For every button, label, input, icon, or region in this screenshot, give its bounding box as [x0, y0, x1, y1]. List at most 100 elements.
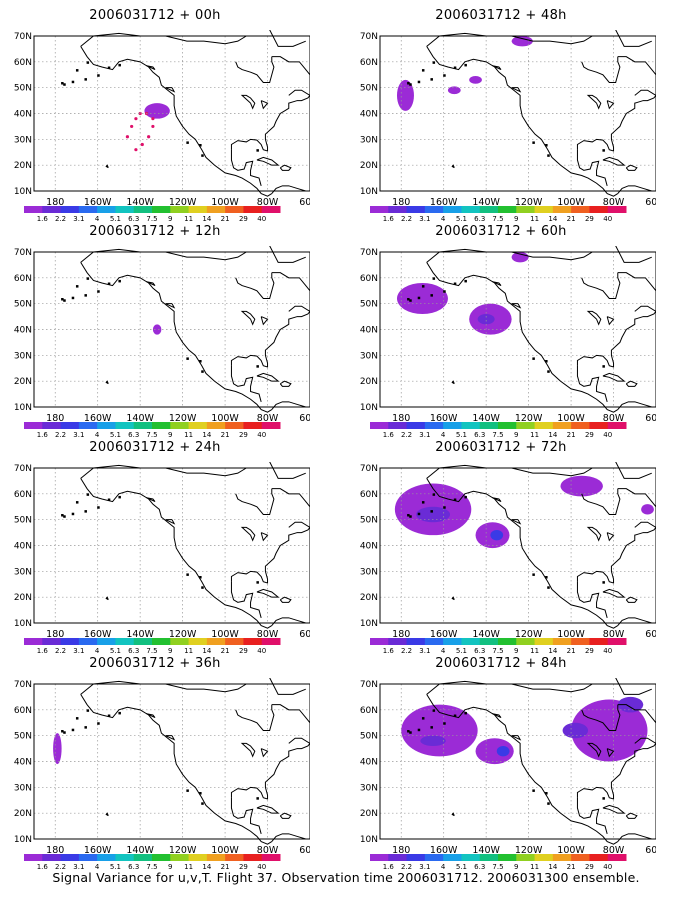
colorbar-swatch	[206, 206, 226, 213]
colorbar-swatch	[170, 854, 190, 861]
lon-label: 60W	[645, 629, 656, 640]
lon-label: 140W	[472, 197, 500, 208]
colorbar: 1.6 2.2 3.1 4 5.1 6.3 7.5 9 11 14 21 29 40	[24, 638, 281, 654]
map: 70N 60N 50N 40N 30N 20N 10N 180 160W 140W 120W 100W…	[360, 462, 656, 640]
forecast-panel: 2006031712 + 84h 70N 60N 50N 40N 30N 20N 10N 180…	[346, 656, 656, 870]
colorbar-label: 11	[184, 431, 193, 438]
island	[61, 298, 64, 301]
colorbar-swatch	[424, 638, 444, 645]
lat-label: 40N	[14, 326, 32, 336]
lon-label: 140W	[472, 413, 500, 424]
colorbar: 1.6 2.2 3.1 4 5.1 6.3 7.5 9 11 14 21 29 40	[370, 206, 627, 222]
colorbar-swatch	[243, 422, 263, 429]
variance-region	[144, 103, 170, 119]
colorbar-swatch	[261, 206, 281, 213]
colorbar-label: 1.6	[383, 647, 395, 654]
colorbar-label: 14	[202, 863, 211, 870]
colorbar-swatch	[406, 854, 426, 861]
colorbar-label: 14	[548, 215, 557, 222]
colorbar-swatch	[370, 206, 389, 213]
colorbar-label: 21	[221, 647, 230, 654]
map-frame	[379, 683, 656, 840]
colorbar-label: 9	[168, 431, 172, 438]
colorbar-label: 4	[441, 863, 446, 870]
lon-label: 160W	[430, 845, 458, 856]
colorbar-label: 1.6	[37, 215, 49, 222]
colorbar-label: 9	[168, 647, 172, 654]
lat-label: 40N	[360, 542, 378, 552]
forecast-panel: 2006031712 + 72h 70N 60N 50N 40N 30N 20N 10N 180…	[346, 440, 656, 654]
lat-label: 30N	[14, 135, 32, 145]
colorbar-label: 5.1	[456, 647, 467, 654]
colorbar-label: 4	[95, 431, 100, 438]
lat-label: 50N	[360, 84, 378, 94]
colorbar-swatch	[97, 206, 116, 213]
colorbar-swatch	[607, 206, 627, 213]
lon-label: 140W	[126, 845, 154, 856]
colorbar-label: 1.6	[383, 215, 395, 222]
lat-label: 40N	[14, 110, 32, 120]
colorbar-label: 40	[603, 431, 612, 438]
variance-region	[152, 324, 162, 335]
island	[256, 149, 259, 152]
island	[118, 63, 121, 67]
island	[602, 581, 605, 584]
observation-dot	[125, 135, 130, 139]
colorbar-swatch	[607, 422, 627, 429]
coastline	[61, 30, 310, 197]
colorbar-swatch	[115, 422, 135, 429]
map: 70N 60N 50N 40N 30N 20N 10N 180 160W 140W 120W 100W…	[14, 678, 310, 856]
colorbar-swatch	[24, 638, 43, 645]
colorbar: 1.6 2.2 3.1 4 5.1 6.3 7.5 9 11 14 21 29 40	[24, 206, 281, 222]
map-frame	[33, 683, 310, 840]
island	[421, 501, 425, 504]
island	[71, 728, 75, 732]
lon-label: 180	[46, 413, 64, 424]
colorbar-label: 40	[257, 431, 266, 438]
island	[430, 510, 433, 513]
lat-label: 20N	[14, 593, 32, 603]
map: 70N 60N 50N 40N 30N 20N 10N 180 160W 140W 120W 100W…	[360, 30, 656, 208]
panel-title: 2006031712 + 36h	[89, 656, 221, 671]
lat-label: 40N	[14, 758, 32, 768]
island	[107, 498, 111, 501]
observation-dot	[134, 117, 138, 121]
variance-region	[511, 36, 533, 47]
colorbar-swatch	[498, 206, 517, 213]
island	[547, 802, 550, 805]
lon-label: 80W	[257, 845, 279, 856]
lat-label: 60N	[360, 490, 378, 500]
colorbar-swatch	[24, 206, 43, 213]
island	[407, 298, 410, 301]
colorbar: 1.6 2.2 3.1 4 5.1 6.3 7.5 9 11 14 21 29 40	[370, 854, 627, 870]
colorbar-swatch	[243, 206, 263, 213]
colorbar-label: 11	[184, 863, 193, 870]
island	[61, 730, 64, 733]
island	[547, 154, 550, 157]
variance-contours	[53, 733, 62, 765]
island	[186, 573, 189, 576]
colorbar-swatch	[607, 854, 627, 861]
colorbar-swatch	[243, 638, 263, 645]
colorbar-label: 5.1	[110, 863, 121, 870]
island	[417, 512, 421, 516]
island	[547, 586, 550, 589]
lon-label: 80W	[257, 413, 279, 424]
colorbar-label: 3.1	[73, 431, 84, 438]
map: 70N 60N 50N 40N 30N 20N 10N 180 160W 140W 120W 100W…	[360, 246, 656, 424]
colorbar-label: 9	[514, 647, 518, 654]
colorbar-label: 21	[221, 431, 230, 438]
colorbar-label: 14	[548, 647, 557, 654]
colorbar-swatch	[97, 422, 116, 429]
lat-label: 40N	[360, 326, 378, 336]
lon-label: 160W	[84, 413, 112, 424]
colorbar-label: 3.1	[73, 863, 84, 870]
colorbar-swatch	[461, 206, 481, 213]
colorbar-label: 7.5	[146, 431, 157, 438]
map-frame	[33, 35, 310, 192]
coastline	[407, 30, 656, 197]
gridlines	[380, 684, 656, 839]
lon-label: 60W	[645, 413, 656, 424]
colorbar-swatch	[534, 638, 554, 645]
lat-label: 20N	[360, 161, 378, 171]
